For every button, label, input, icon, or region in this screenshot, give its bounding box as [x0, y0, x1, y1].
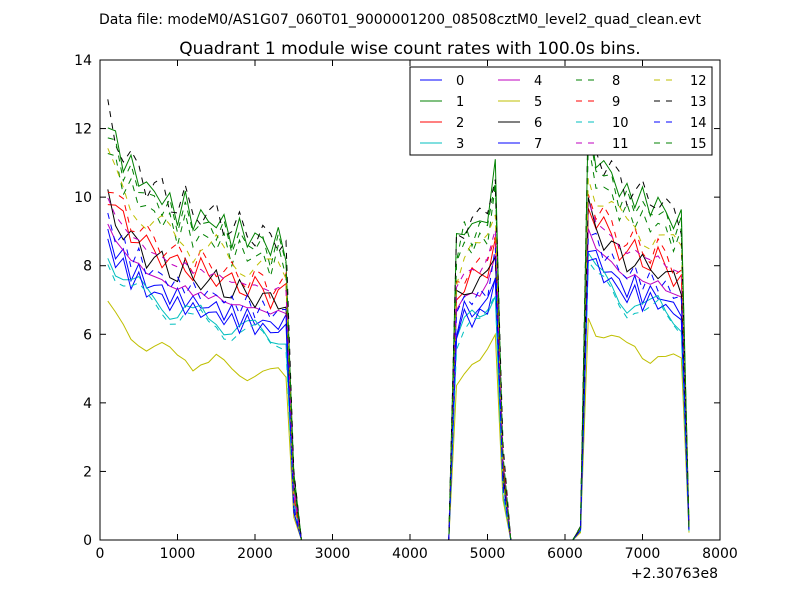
y-tick-label: 6 — [83, 327, 92, 343]
x-offset-label: +2.30763e8 — [631, 566, 718, 582]
x-tick-label: 4000 — [392, 546, 428, 562]
y-tick-label: 10 — [74, 190, 92, 206]
legend-label-7: 7 — [534, 137, 542, 152]
x-tick-label: 5000 — [470, 546, 506, 562]
series-line-8 — [510, 142, 690, 541]
legend-label-10: 10 — [612, 116, 629, 131]
legend-label-12: 12 — [690, 74, 707, 89]
series-line-0 — [510, 249, 690, 541]
series-line-11 — [107, 197, 512, 541]
legend-label-3: 3 — [456, 137, 464, 152]
series-line-1 — [510, 115, 690, 541]
series-line-5 — [510, 318, 690, 541]
legend-label-8: 8 — [612, 74, 620, 89]
y-tick-label: 12 — [74, 122, 92, 138]
y-tick-label: 2 — [83, 464, 92, 480]
legend-label-4: 4 — [534, 74, 542, 89]
legend-label-9: 9 — [612, 95, 620, 110]
legend-label-1: 1 — [456, 95, 464, 110]
series-line-14 — [107, 212, 512, 541]
series-line-13 — [510, 108, 690, 541]
y-tick-label: 14 — [74, 53, 92, 69]
axis-ticks: 0 1000 2000 3000 4000 5000 6000 7000 80000246810… — [74, 53, 738, 562]
series-line-6 — [510, 197, 690, 541]
legend-label-11: 11 — [612, 137, 629, 152]
series-line-7 — [510, 257, 690, 541]
y-tick-label: 4 — [83, 396, 92, 412]
x-tick-label: 8000 — [702, 546, 738, 562]
x-tick-label: 1000 — [160, 546, 196, 562]
legend-box — [409, 66, 713, 156]
y-tick-label: 0 — [83, 533, 92, 549]
series-line-10 — [510, 259, 690, 541]
x-tick-label: 6000 — [547, 546, 583, 562]
chart-title: Quadrant 1 module wise count rates with … — [179, 39, 640, 59]
legend-label-14: 14 — [690, 116, 707, 131]
series-line-13 — [107, 99, 512, 541]
x-tick-label: 7000 — [625, 546, 661, 562]
series-line-15 — [510, 127, 690, 541]
chart-suptitle: Data file: modeM0/AS1G07_060T01_90000012… — [99, 12, 701, 28]
series-line-3 — [510, 251, 690, 541]
legend-label-6: 6 — [534, 116, 542, 131]
series-line-12 — [510, 178, 690, 541]
x-tick-label: 2000 — [237, 546, 273, 562]
x-tick-label: 3000 — [315, 546, 351, 562]
x-tick-label: 0 — [96, 546, 105, 562]
series-line-2 — [510, 208, 690, 541]
y-tick-label: 8 — [83, 259, 92, 275]
legend-label-5: 5 — [534, 95, 542, 110]
legend-label-13: 13 — [690, 95, 707, 110]
legend-label-2: 2 — [456, 116, 464, 131]
legend-label-0: 0 — [456, 74, 464, 89]
legend-label-15: 15 — [690, 137, 707, 152]
plot-lines — [107, 99, 690, 541]
series-line-14 — [510, 232, 690, 541]
